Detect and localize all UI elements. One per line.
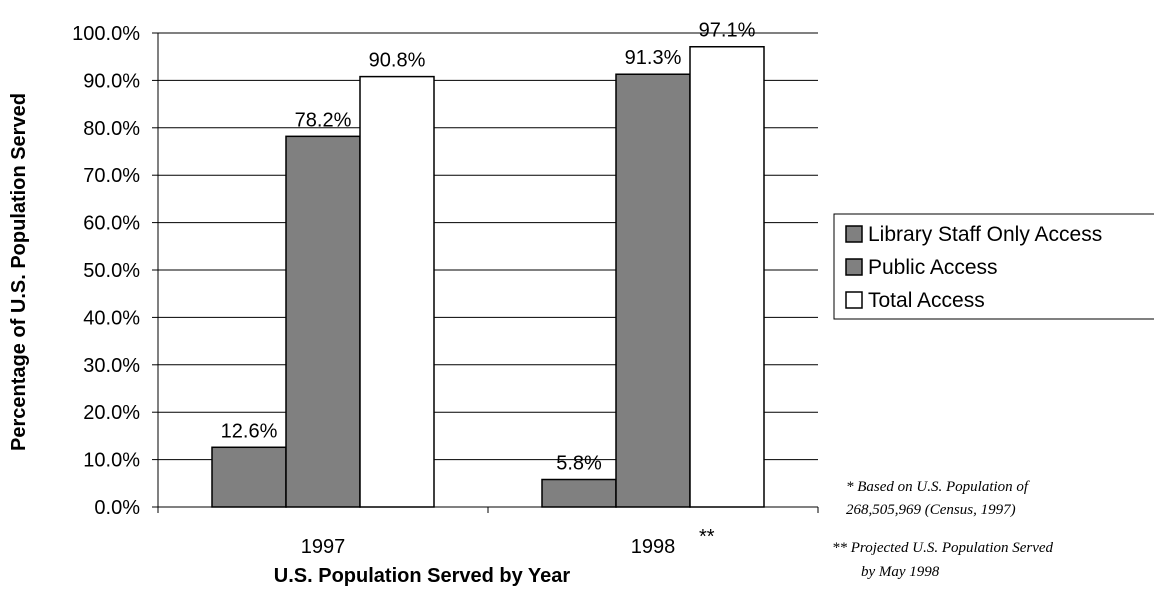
x-axis-title: U.S. Population Served by Year	[274, 565, 571, 587]
y-tick-label: 70.0%	[83, 165, 140, 187]
legend-label: Public Access	[868, 256, 998, 279]
y-tick-label: 50.0%	[83, 260, 140, 282]
bar-total-access-1998	[689, 45, 765, 508]
axes	[152, 32, 819, 513]
data-label: 78.2%	[295, 109, 352, 131]
data-label: 97.1%	[699, 20, 756, 42]
legend-swatch	[845, 291, 863, 309]
gridlines	[158, 32, 818, 461]
x-tick-labels: 1997 1998 **	[301, 526, 715, 558]
x-tick-label: 1998	[631, 536, 676, 558]
y-tick-label: 10.0%	[83, 450, 140, 472]
data-label: 91.3%	[625, 47, 682, 69]
data-labels: 12.6% 78.2% 90.8% 5.8% 91.3% 97.1%	[221, 20, 756, 475]
y-tick-label: 80.0%	[83, 118, 140, 140]
y-tick-label: 0.0%	[94, 497, 140, 519]
y-tick-label: 100.0%	[72, 23, 140, 45]
footnote-line-2: 268,505,969 (Census, 1997)	[846, 502, 1016, 518]
data-label: 12.6%	[221, 420, 278, 442]
footnote-line-1: * Based on U.S. Population of	[846, 479, 1030, 495]
y-axis-title: Percentage of U.S. Population Served	[8, 93, 30, 451]
bar-public-access-1997	[285, 135, 361, 508]
y-tick-labels: 0.0% 10.0% 20.0% 30.0% 40.0% 50.0% 60.0% 70.0% 8…	[72, 23, 140, 519]
x-tick-superscript: **	[699, 526, 715, 548]
footnote-line-4: by May 1998	[861, 564, 940, 580]
bar-library-staff-only-access-1997	[211, 446, 287, 508]
legend-label: Library Staff Only Access	[868, 223, 1102, 246]
data-label: 5.8%	[556, 453, 602, 475]
bar-public-access-1998	[615, 73, 691, 508]
data-label: 90.8%	[369, 50, 426, 72]
legend-border	[833, 213, 1154, 320]
footnote-line-3: ** Projected U.S. Population Served	[832, 540, 1054, 556]
legend-swatch	[845, 225, 863, 243]
y-tick-label: 20.0%	[83, 402, 140, 424]
legend-label: Total Access	[868, 289, 985, 312]
legend-swatch	[845, 258, 863, 276]
x-tick-label: 1997	[301, 536, 346, 558]
bar-library-staff-only-access-1998	[541, 478, 617, 508]
y-tick-label: 90.0%	[83, 70, 140, 92]
footnotes: * Based on U.S. Population of 268,505,96…	[832, 479, 1054, 580]
y-tick-label: 40.0%	[83, 307, 140, 329]
y-tick-label: 30.0%	[83, 355, 140, 377]
bar-total-access-1997	[359, 75, 435, 508]
y-tick-label: 60.0%	[83, 213, 140, 235]
legend: Library Staff Only Access Public Access To…	[833, 213, 1154, 320]
